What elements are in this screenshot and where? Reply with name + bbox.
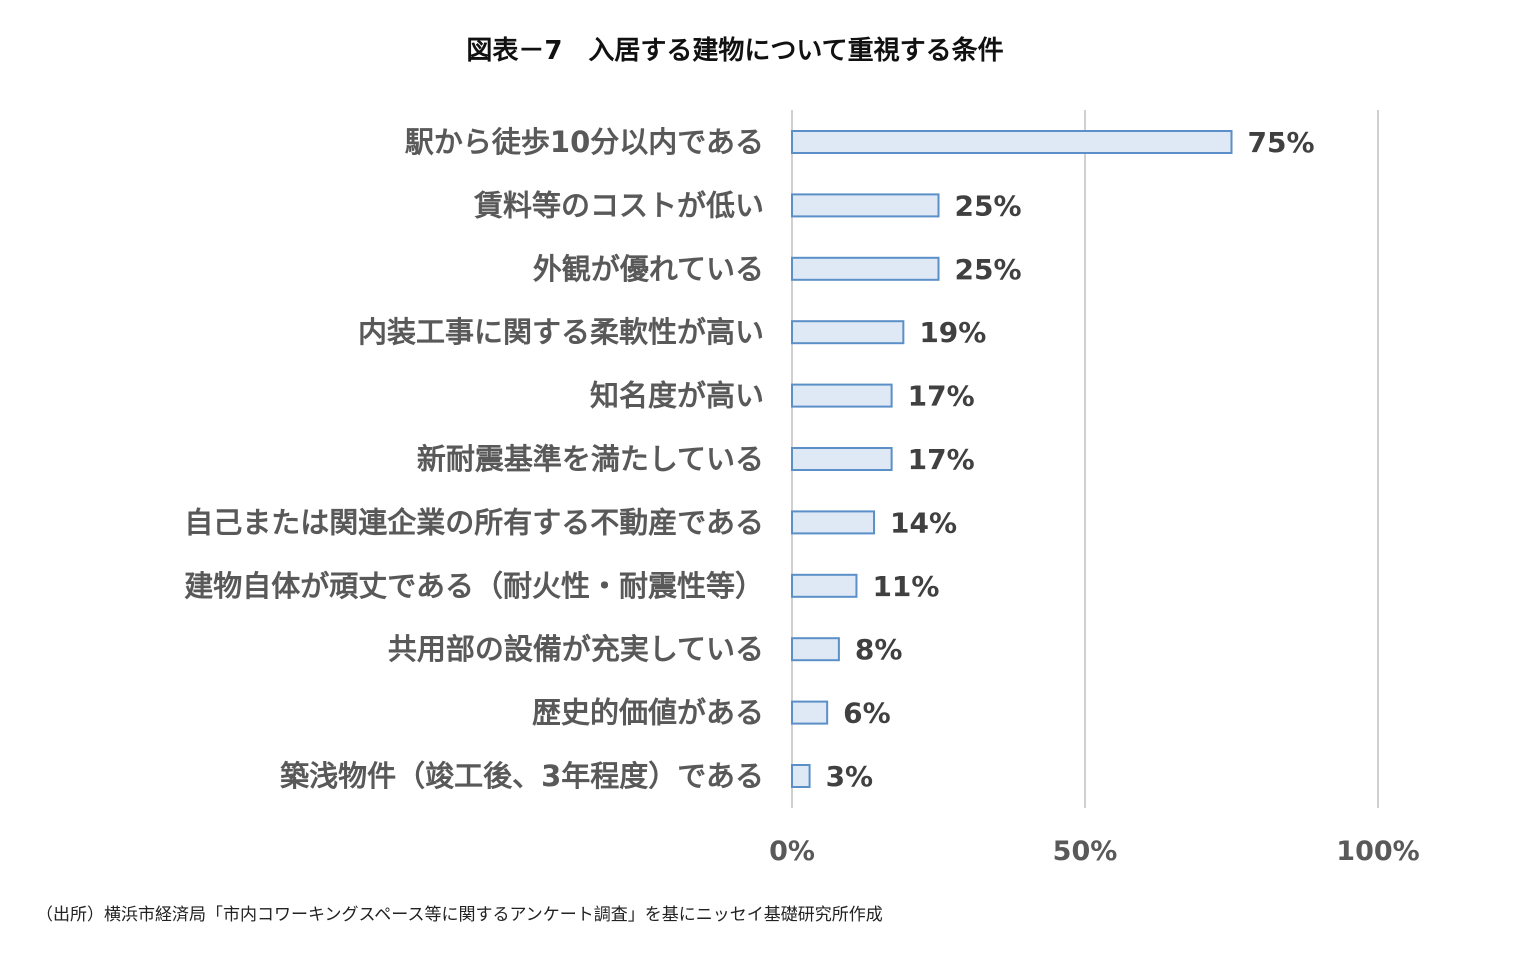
bar [791, 573, 858, 598]
source-note: （出所）横浜市経済局「市内コワーキングスペース等に関するアンケート調査」を基にニ… [36, 905, 883, 925]
bar [791, 320, 905, 345]
data-label: 25% [955, 189, 1022, 222]
data-label: 17% [908, 443, 975, 476]
x-tick-label: 50% [1053, 836, 1118, 867]
category-label: 駅から徒歩10分以内である [405, 125, 764, 159]
x-tick-label: 0% [769, 836, 815, 867]
data-label: 14% [890, 506, 957, 539]
x-axis-tick-labels: 0% 50% 100% [769, 836, 1420, 867]
bar [791, 256, 940, 281]
data-label: 17% [908, 380, 975, 413]
bar [791, 764, 811, 788]
category-label: 新耐震基準を満たしている [417, 442, 764, 476]
bar [791, 637, 840, 662]
bar [791, 700, 829, 725]
data-label: 25% [955, 253, 1022, 286]
data-label: 11% [872, 570, 939, 603]
x-tick-label: 100% [1336, 836, 1419, 867]
bar [791, 447, 893, 471]
category-label: 共用部の設備が充実している [388, 632, 764, 666]
category-labels: 駅から徒歩10分以内である賃料等のコストが低い外観が優れている内装工事に関する柔… [184, 125, 764, 793]
category-label: 歴史的価値がある [532, 696, 764, 730]
category-label: 知名度が高い [590, 379, 764, 413]
data-label: 19% [919, 316, 986, 349]
data-label: 3% [826, 760, 874, 793]
value-labels: 75% 25% 25% 19% 17% 17% 14% 11% 8% 6% 3% [826, 126, 1315, 793]
category-label: 築浅物件（竣工後、3年程度）である [279, 759, 764, 793]
bar [791, 193, 940, 218]
bar [791, 130, 1233, 154]
bars [791, 130, 1233, 788]
category-label: 内装工事に関する柔軟性が高い [358, 315, 764, 349]
data-label: 6% [843, 697, 891, 730]
bar [791, 383, 893, 408]
chart-title: 図表－7 入居する建物について重視する条件 [466, 36, 1004, 66]
data-label: 75% [1248, 126, 1315, 159]
category-label: 賃料等のコストが低い [473, 188, 764, 222]
category-label: 外観が優れている [533, 252, 764, 286]
category-label: 自己または関連企業の所有する不動産である [184, 505, 764, 539]
category-label: 建物自体が頑丈である（耐火性・耐震性等） [184, 569, 764, 603]
bar [791, 510, 876, 535]
data-label: 8% [855, 633, 903, 666]
